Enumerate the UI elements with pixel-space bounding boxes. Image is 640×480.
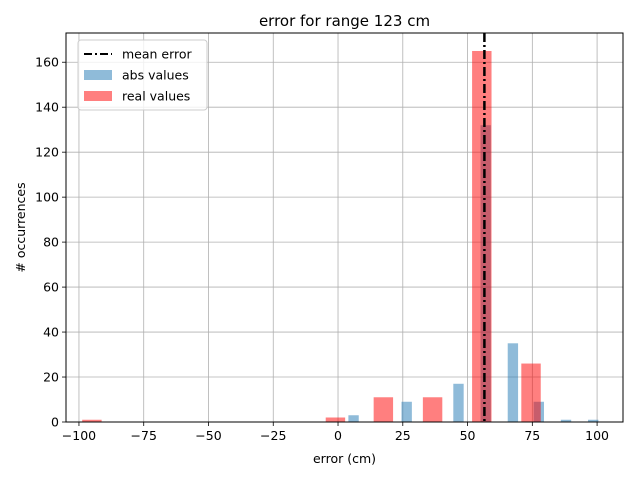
- legend-abs-values-label: abs values: [122, 68, 189, 83]
- abs-values-bar: [588, 419, 599, 422]
- x-tick-label: −75: [131, 428, 157, 443]
- y-axis-title: # occurrences: [13, 182, 28, 272]
- y-tick-label: 120: [35, 145, 59, 160]
- real-values-bar: [472, 50, 492, 423]
- abs-values-bar: [348, 415, 359, 422]
- x-tick-label: −50: [195, 428, 221, 443]
- x-axis: −100 −75 −50 −25 0 25 50 75 100: [62, 422, 609, 443]
- x-tick-label: 75: [524, 428, 540, 443]
- y-tick-label: 160: [35, 55, 59, 70]
- real-values-bars: [82, 50, 541, 423]
- x-tick-label: 25: [395, 428, 411, 443]
- x-tick-label: −100: [62, 428, 96, 443]
- y-tick-label: 40: [43, 325, 59, 340]
- abs-values-bar: [560, 419, 572, 422]
- legend-abs-values-swatch: [84, 70, 112, 80]
- chart-title: error for range 123 cm: [259, 12, 430, 30]
- y-tick-label: 100: [35, 190, 59, 205]
- y-tick-label: 60: [43, 280, 59, 295]
- legend-mean-error-label: mean error: [122, 47, 193, 62]
- abs-values-bar: [507, 343, 519, 422]
- real-values-bar: [521, 363, 541, 422]
- real-values-bar: [422, 397, 443, 422]
- y-tick-label: 0: [51, 415, 59, 430]
- real-values-bar: [325, 417, 346, 422]
- legend-real-values-swatch: [84, 91, 112, 101]
- x-tick-label: 100: [585, 428, 609, 443]
- legend: mean error abs values real values: [77, 39, 208, 111]
- abs-values-bar: [401, 401, 412, 422]
- real-values-bar: [82, 419, 102, 422]
- x-tick-label: 50: [460, 428, 476, 443]
- abs-values-bar: [453, 383, 464, 422]
- y-axis: 0 20 40 60 80 100 120 140 160: [35, 55, 66, 430]
- y-tick-label: 20: [43, 370, 59, 385]
- y-tick-label: 80: [43, 235, 59, 250]
- x-axis-title: error (cm): [313, 451, 376, 466]
- x-tick-label: 0: [334, 428, 342, 443]
- plot-frame: [65, 32, 624, 423]
- real-values-bar: [373, 397, 394, 422]
- y-tick-label: 140: [35, 100, 59, 115]
- x-tick-label: −25: [260, 428, 286, 443]
- legend-real-values-label: real values: [122, 89, 190, 104]
